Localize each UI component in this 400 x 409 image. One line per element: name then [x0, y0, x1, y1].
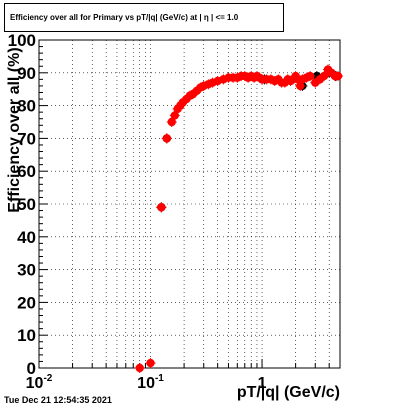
y-tick-label: 10 [17, 326, 36, 345]
x-axis-label: pT/|q| (GeV/c) [236, 384, 340, 401]
x-tick-label: 10-1 [137, 373, 164, 392]
data-point [135, 363, 144, 373]
data-point [167, 117, 176, 127]
data-point [319, 71, 329, 81]
chart-title: Efficiency over all for Primary vs pT/|q… [4, 3, 284, 32]
x-tick-label: 10-2 [26, 373, 53, 392]
y-tick-label: 0 [27, 359, 36, 378]
y-tick-label: 90 [17, 64, 36, 83]
data-point [157, 203, 166, 212]
y-tick-label: 60 [17, 162, 36, 181]
y-tick-label: 100 [8, 31, 36, 50]
x-tick-label: 1 [258, 375, 267, 392]
data-point [170, 111, 179, 120]
y-tick-label: 80 [17, 97, 36, 116]
y-tick-label: 50 [17, 195, 36, 214]
plot-frame [38, 39, 341, 369]
y-tick-label: 70 [17, 129, 36, 148]
data-point [146, 358, 155, 368]
y-axis-label: Efficiency over all (%) [6, 47, 23, 213]
data-point [162, 134, 172, 143]
y-tick-label: 40 [17, 228, 36, 247]
data-point [333, 71, 343, 81]
data-point [305, 71, 315, 81]
y-tick-label: 20 [17, 293, 36, 312]
y-tick-label: 30 [17, 261, 36, 280]
timestamp: Tue Dec 21 12:54:35 2021 [4, 395, 112, 405]
